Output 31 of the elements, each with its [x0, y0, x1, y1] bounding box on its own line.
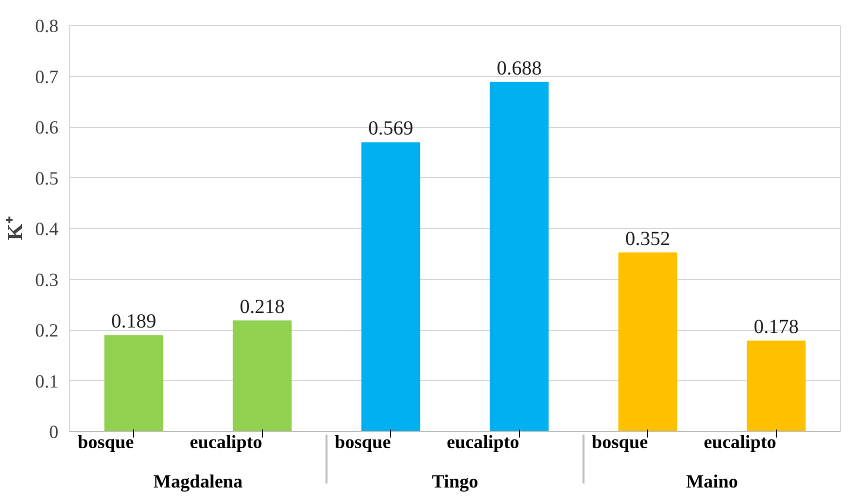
data-label: 0.569: [368, 118, 414, 140]
bar: [104, 335, 164, 432]
text: Tingo: [432, 472, 478, 492]
x-tick-label: eucalipto: [190, 432, 262, 453]
bar: [232, 320, 292, 432]
y-tick-label: 0.7: [35, 66, 59, 88]
y-tick-label: 0: [49, 422, 58, 443]
x-tick-label: bosque: [78, 432, 134, 453]
y-tick-label: 0.5: [35, 168, 59, 190]
y-tick-label: 0.1: [35, 371, 59, 392]
y-tick-label: 0.3: [35, 270, 59, 291]
bar: [746, 340, 806, 432]
data-label: 0.178: [754, 316, 799, 338]
x-tick-label: bosque: [592, 432, 648, 453]
data-label: 0.189: [111, 310, 156, 333]
text: Magdalena: [153, 472, 244, 492]
data-label: 0.352: [625, 228, 670, 250]
data-label: 0.688: [496, 57, 542, 80]
y-tick-label: 0.6: [35, 118, 59, 138]
x-tick-label: eucalipto: [704, 432, 776, 453]
y-tick-label: 0.8: [35, 16, 59, 37]
y-tick-label: 0.4: [35, 219, 60, 240]
data-label: 0.218: [240, 296, 285, 318]
bar: [618, 252, 678, 432]
bar: [361, 142, 420, 432]
y-tick-label: 0.2: [35, 320, 59, 342]
x-tick-label: bosque: [334, 432, 391, 453]
x-tick-label: eucalipto: [446, 432, 520, 453]
text: Maino: [686, 472, 738, 492]
bar: [490, 82, 549, 432]
y-axis-title: K⁺: [3, 216, 28, 240]
